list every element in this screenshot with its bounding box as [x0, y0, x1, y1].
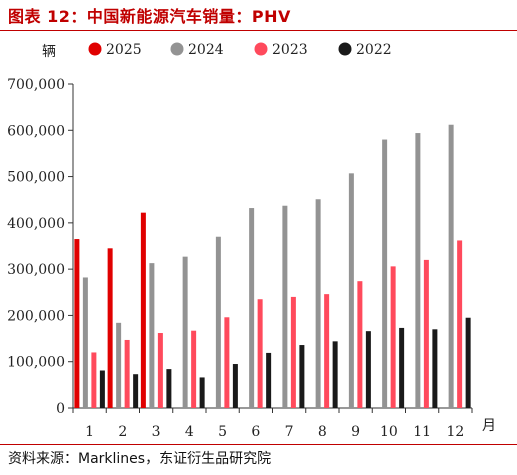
- bar-2023-8: [324, 294, 330, 408]
- bar-2022-7: [299, 345, 305, 408]
- x-tick-label: 10: [380, 424, 398, 440]
- bar-2023-6: [257, 299, 263, 408]
- y-tick-label: 0: [56, 401, 65, 417]
- y-tick-label: 700,000: [7, 77, 65, 93]
- bar-2022-3: [166, 369, 172, 408]
- bar-2022-4: [199, 377, 205, 408]
- bar-2024-7: [282, 205, 288, 408]
- x-tick-label: 7: [285, 424, 294, 440]
- bar-2025-1: [74, 239, 80, 408]
- bar-2022-2: [133, 374, 139, 408]
- bar-2024-9: [348, 173, 354, 408]
- chart-title: 图表 12：中国新能源汽车销量：PHV: [8, 7, 291, 26]
- bar-2024-12: [448, 124, 454, 408]
- x-tick-label: 9: [351, 424, 360, 440]
- bar-2023-12: [457, 240, 463, 408]
- y-tick-label: 300,000: [7, 262, 65, 278]
- title-divider: [0, 30, 517, 31]
- bar-2022-6: [266, 352, 272, 408]
- bar-2022-10: [399, 327, 405, 408]
- x-tick-label: 12: [446, 424, 464, 440]
- bar-2022-1: [99, 370, 105, 408]
- x-tick-label: 2: [118, 424, 127, 440]
- bar-2023-9: [357, 281, 363, 408]
- bar-2024-4: [182, 256, 188, 408]
- x-tick-label: 6: [251, 424, 260, 440]
- legend-label-2023: 2023: [272, 42, 308, 58]
- x-tick-label: 3: [152, 424, 161, 440]
- y-tick-label: 600,000: [7, 123, 65, 139]
- axes-group: 0 100,000 200,000 300,000 400,000 500,000 600,…: [7, 44, 496, 440]
- bar-2023-2: [124, 339, 130, 408]
- source-divider: [0, 444, 517, 445]
- legend-marker-2024: [170, 42, 184, 56]
- y-tick-label: 500,000: [7, 170, 65, 186]
- source-note: 资料来源：Marklines，东证衍生品研究院: [8, 451, 272, 467]
- bar-2023-10: [390, 266, 396, 408]
- x-tick-label: 11: [413, 424, 431, 440]
- bar-2024-8: [315, 199, 321, 408]
- x-tick-label: 5: [218, 424, 227, 440]
- bar-2023-11: [423, 259, 429, 408]
- bar-2024-10: [382, 139, 388, 409]
- bar-2023-7: [290, 296, 296, 408]
- bar-2024-1: [82, 277, 88, 408]
- bars-group: [74, 124, 471, 409]
- legend-group: 2025 2024 2023 2022: [88, 42, 392, 58]
- bar-2024-6: [249, 208, 255, 408]
- bar-2025-2: [107, 248, 113, 408]
- y-tick-label: 400,000: [7, 216, 65, 232]
- bar-2023-4: [191, 330, 197, 408]
- legend-label-2025: 2025: [106, 42, 142, 58]
- bar-2024-2: [116, 322, 122, 408]
- legend-label-2022: 2022: [356, 42, 392, 58]
- bar-2024-11: [415, 133, 421, 408]
- x-tick-label: 1: [85, 424, 94, 440]
- bar-2024-5: [215, 236, 221, 408]
- bar-2023-5: [224, 317, 230, 408]
- bar-2022-9: [365, 331, 371, 408]
- y-tick-label: 100,000: [7, 355, 65, 371]
- legend-marker-2025: [88, 42, 102, 56]
- bar-2023-1: [91, 352, 97, 408]
- y-axis-unit: 辆: [42, 44, 56, 60]
- x-tick-label: 8: [318, 424, 327, 440]
- bar-2022-5: [232, 364, 238, 408]
- legend-marker-2023: [254, 42, 268, 56]
- bar-2025-3: [140, 212, 146, 408]
- legend-label-2024: 2024: [188, 42, 224, 58]
- bar-chart: 0 100,000 200,000 300,000 400,000 500,000 600,…: [7, 42, 496, 440]
- bar-2023-3: [157, 333, 163, 408]
- bar-2022-8: [332, 341, 338, 408]
- bar-2022-12: [465, 317, 471, 408]
- y-tick-label: 200,000: [7, 308, 65, 324]
- x-tick-label: 4: [185, 424, 194, 440]
- bar-2024-3: [149, 263, 155, 408]
- x-axis-unit: 月: [482, 418, 496, 434]
- bar-2022-11: [432, 329, 438, 408]
- legend-marker-2022: [338, 42, 352, 56]
